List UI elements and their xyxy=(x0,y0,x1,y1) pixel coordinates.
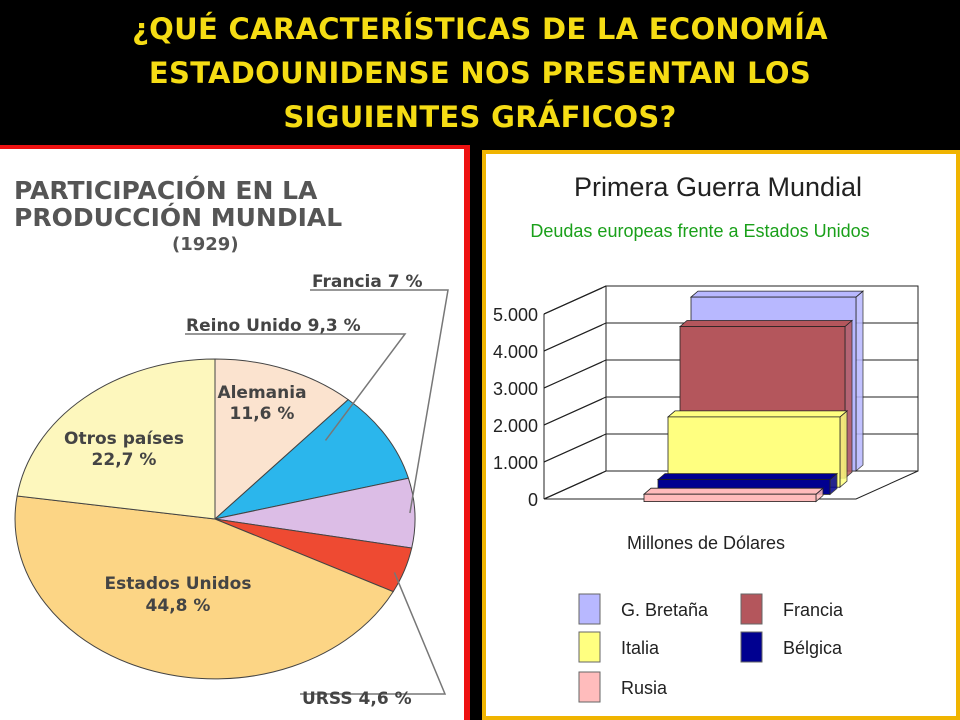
legend-item-bélgica: Bélgica xyxy=(740,631,843,663)
legend-swatch xyxy=(578,671,601,703)
pie-label-eeuu-value: 44,8 % xyxy=(146,596,211,616)
pie-label-reino-unido: Reino Unido 9,3 % xyxy=(186,316,361,336)
gridline-floor xyxy=(543,361,603,389)
pie-label-otros-name: Otros países xyxy=(64,429,184,449)
pie-label-otros-value: 22,7 % xyxy=(92,450,157,470)
legend-swatch xyxy=(740,631,763,663)
gridline-floor xyxy=(543,472,603,500)
legend-item-rusia: Rusia xyxy=(578,671,668,703)
legend-label: G. Bretaña xyxy=(621,600,709,620)
gridline-floor xyxy=(543,435,603,463)
bar-rusia xyxy=(642,487,825,503)
bar-subtitle: Deudas europeas frente a Estados Unidos xyxy=(530,221,869,241)
gridline-floor xyxy=(543,287,603,315)
legend-label: Francia xyxy=(783,600,844,620)
legend-swatch xyxy=(578,631,601,663)
gridline-floor xyxy=(543,398,603,426)
bar-chart-panel: Primera Guerra Mundial Deudas europeas f… xyxy=(482,150,960,720)
header-line-2: ESTADOUNIDENSE NOS PRESENTAN LOS xyxy=(148,56,812,90)
pie-slice-reino-unido xyxy=(213,398,410,520)
pie-label-alemania-name: Alemania xyxy=(217,383,306,403)
slide-header: ¿QUÉ CARACTERÍSTICAS DE LA ECONOMÍA ESTA… xyxy=(0,0,960,148)
pie-chart-panel: PARTICIPACIÓN EN LA PRODUCCIÓN MUNDIAL (… xyxy=(0,145,470,720)
pie-label-eeuu-name: Estados Unidos xyxy=(105,574,252,594)
y-tick-label: 3.000 xyxy=(493,379,538,399)
pie-label-urss: URSS 4,6 % xyxy=(302,689,412,709)
gridline-floor xyxy=(543,324,603,352)
legend-item-francia: Francia xyxy=(740,593,844,625)
pie-slice-otros-países xyxy=(16,358,216,520)
bar-x-axis-label: Millones de Dólares xyxy=(627,533,785,553)
leader-line-francia xyxy=(310,289,449,514)
legend-item-italia: Italia xyxy=(578,631,660,663)
bar-title: Primera Guerra Mundial xyxy=(574,172,862,202)
y-tick-label: 5.000 xyxy=(493,305,538,325)
pie-slice-estados-unidos xyxy=(14,495,394,680)
legend-label: Italia xyxy=(621,638,660,658)
pie-label-alemania-value: 11,6 % xyxy=(230,404,295,424)
pie-slice-alemania xyxy=(214,358,349,521)
bar-chart: Primera Guerra Mundial Deudas europeas f… xyxy=(493,172,919,703)
y-tick-label: 0 xyxy=(528,490,538,510)
legend-swatch xyxy=(740,593,763,625)
pie-label-francia: Francia 7 % xyxy=(312,272,423,292)
pie-subtitle: (1929) xyxy=(172,234,239,255)
y-tick-label: 1.000 xyxy=(493,453,538,473)
pie-title-line-1: PARTICIPACIÓN EN LA xyxy=(14,175,318,205)
leader-line-reino-unido xyxy=(185,333,407,441)
pie-title-line-2: PRODUCCIÓN MUNDIAL xyxy=(14,202,342,232)
pie-chart: PARTICIPACIÓN EN LA PRODUCCIÓN MUNDIAL (… xyxy=(14,175,449,709)
legend-label: Rusia xyxy=(621,678,668,698)
legend-item-g-bretaña: G. Bretaña xyxy=(578,593,709,625)
leader-line-urss xyxy=(300,572,447,695)
legend-swatch xyxy=(578,593,601,625)
header-line-1: ¿QUÉ CARACTERÍSTICAS DE LA ECONOMÍA xyxy=(132,12,828,46)
y-tick-label: 4.000 xyxy=(493,342,538,362)
y-tick-label: 2.000 xyxy=(493,416,538,436)
legend-label: Bélgica xyxy=(783,638,843,658)
header-line-3: SIGUIENTES GRÁFICOS? xyxy=(283,100,677,134)
